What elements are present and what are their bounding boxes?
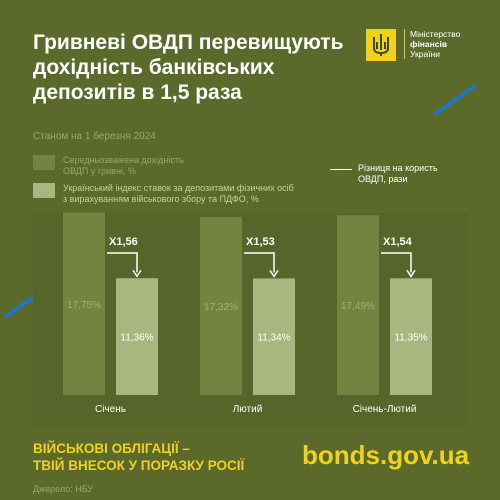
page-title: Гривневі ОВДП перевищують дохідність бан… [33, 31, 344, 104]
legend-ovdp-swatch [33, 155, 55, 170]
ratio-arrow-line-2 [381, 252, 412, 273]
site-link[interactable]: bonds.gov.ua [302, 440, 470, 470]
ratio-arrowhead-2 [406, 269, 416, 278]
category-label-2: Січень-Лютий [353, 404, 417, 415]
bar-series1-0 [116, 278, 158, 395]
trident-emblem-icon [366, 29, 396, 61]
legend-deposits-label: Український індекс ставок за депозитами … [63, 183, 294, 204]
bar-series0-2 [337, 215, 379, 395]
ratio-arrowhead-1 [269, 270, 279, 278]
legend-deposits-swatch [33, 183, 55, 198]
bar-value-label-series0-2: 17,49% [341, 301, 375, 312]
ministry-logo: Міністерство фінансів України [366, 29, 476, 69]
ratio-label-2: X1,54 [383, 236, 413, 248]
category-label-1: Лютий [233, 404, 263, 415]
ministry-line1: Міністерство [410, 29, 461, 39]
ratio-arrowhead-0 [132, 269, 142, 278]
legend-difference-line [330, 169, 352, 170]
legend-ovdp: Середньозважена дохідність ОВДП у гривні… [33, 155, 184, 177]
bar-value-label-series1-2: 11,35% [394, 333, 427, 344]
category-label-0: Січень [95, 404, 126, 415]
ministry-name: Міністерство фінансів України [410, 29, 460, 59]
bar-series1-1 [253, 278, 295, 395]
legend-ovdp-label: Середньозважена дохідність ОВДП у гривні… [63, 155, 184, 176]
bar-value-label-series0-0: 17,75% [67, 300, 101, 311]
bar-series0-0 [63, 212, 105, 395]
source-note: Джерело: НБУ [33, 484, 94, 494]
ministry-line2: фінансів [410, 39, 448, 49]
legend-difference: Різниця на користь ОВДП, рази [330, 163, 438, 185]
bar-value-label-series1-0: 11,36% [120, 333, 153, 344]
ratio-label-1: X1,53 [246, 236, 275, 248]
bar-series1-2 [390, 278, 432, 395]
ratio-arrow-line-0 [107, 252, 138, 273]
bar-value-label-series1-1: 11,34% [257, 333, 290, 344]
legend-difference-label: Різниця на користь ОВДП, рази [358, 163, 438, 184]
slogan: ВІЙСЬКОВІ ОБЛІГАЦІЇ – ТВІЙ ВНЕСОК У ПОРА… [33, 441, 245, 473]
legend-deposits: Український індекс ставок за депозитами … [33, 183, 294, 205]
bar-value-label-series0-1: 17,32% [204, 302, 238, 313]
bar-series0-1 [200, 216, 242, 395]
ratio-arrow-line-1 [244, 252, 275, 273]
ministry-line3: України [410, 49, 440, 59]
date-note: Станом на 1 березня 2024 [33, 131, 156, 142]
ratio-label-0: X1,56 [109, 236, 138, 248]
logo-divider [404, 29, 405, 59]
